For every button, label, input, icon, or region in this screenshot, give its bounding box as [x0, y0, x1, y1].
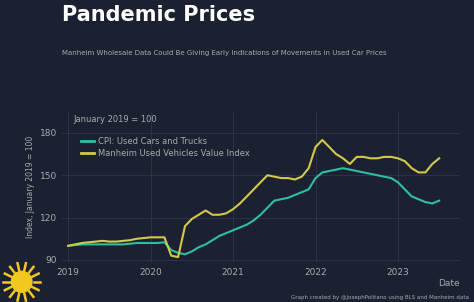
Legend: CPI: Used Cars and Trucks, Manheim Used Vehicles Value Index: CPI: Used Cars and Trucks, Manheim Used …	[78, 134, 253, 161]
Circle shape	[11, 271, 32, 292]
Text: Graph created by @JosephPolitano using BLS and Manheim data: Graph created by @JosephPolitano using B…	[291, 295, 469, 300]
X-axis label: Date: Date	[438, 279, 460, 288]
Text: Manheim Wholesale Data Could Be Giving Early Indications of Movements in Used Ca: Manheim Wholesale Data Could Be Giving E…	[62, 50, 386, 56]
Y-axis label: Index, January 2019 = 100: Index, January 2019 = 100	[27, 136, 36, 238]
Text: January 2019 = 100: January 2019 = 100	[73, 115, 157, 124]
Text: Pandemic Prices: Pandemic Prices	[62, 5, 255, 24]
